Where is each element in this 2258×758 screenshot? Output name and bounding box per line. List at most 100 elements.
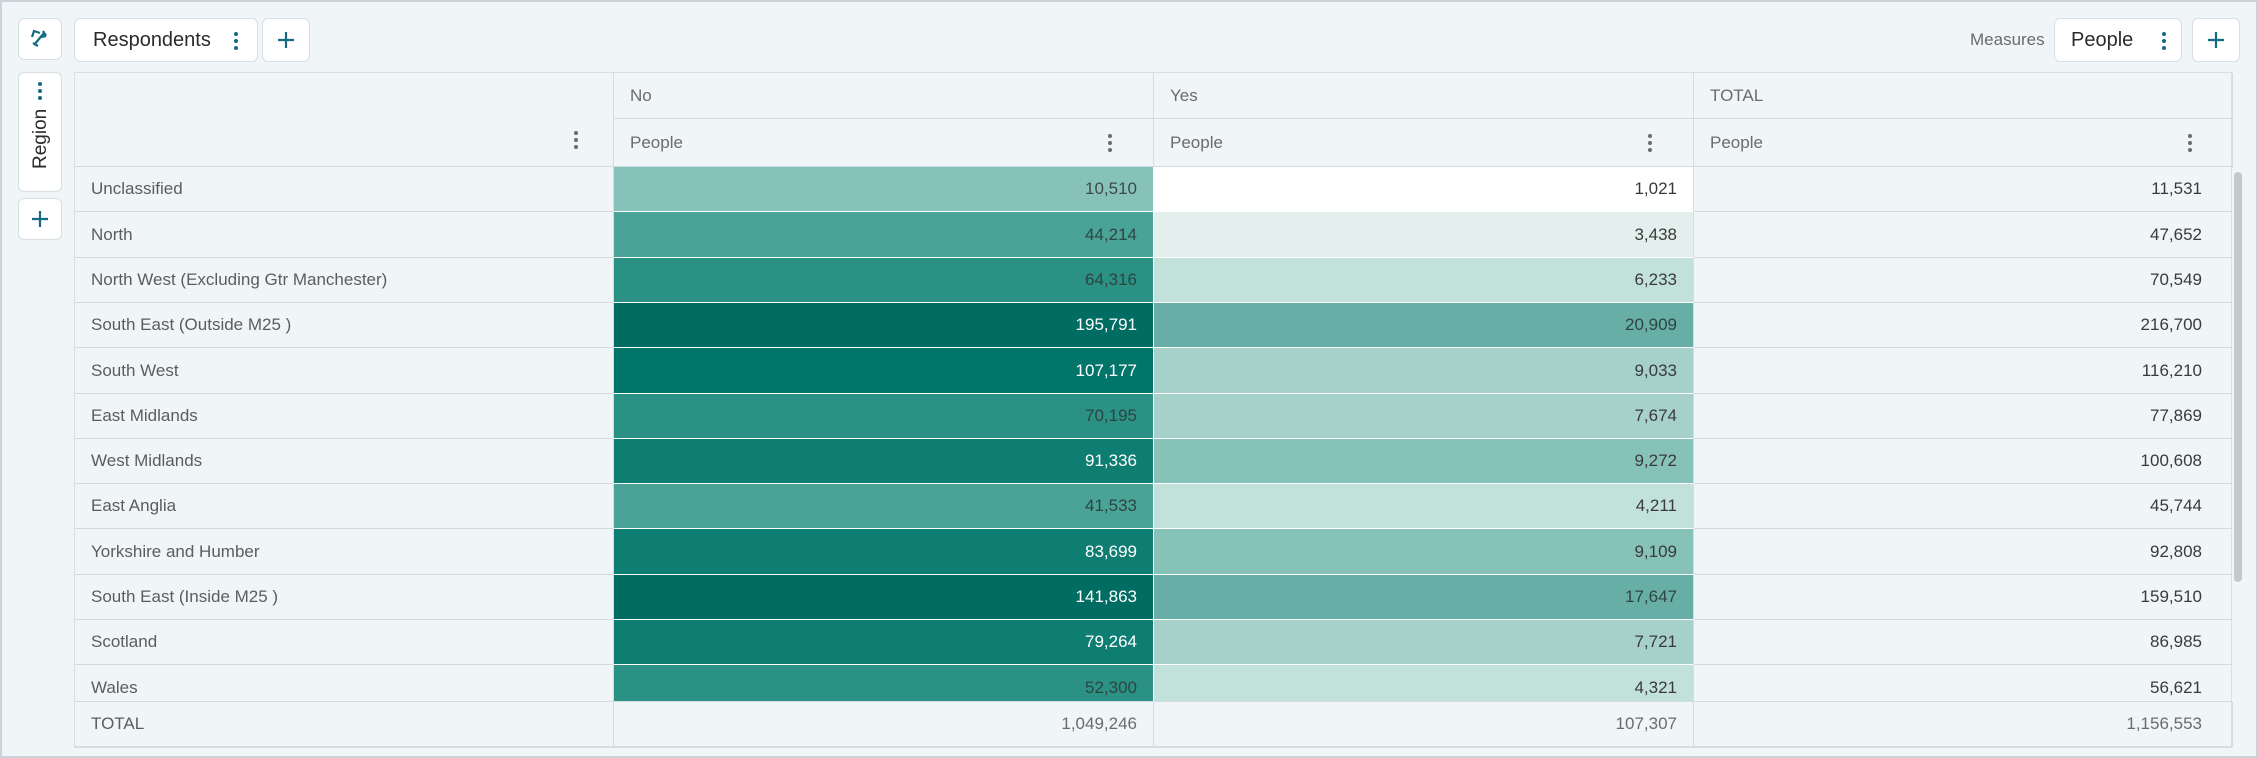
measure-header-label: People <box>630 132 683 152</box>
column-header-no: No <box>614 73 1154 119</box>
measure-header-no: People <box>614 119 1154 167</box>
measure-header-label: People <box>1710 132 1763 152</box>
plus-icon <box>2208 32 2224 48</box>
cell-no-people[interactable]: 79,264 <box>614 620 1154 665</box>
plus-icon <box>32 211 48 227</box>
cell-no-people[interactable]: 52,300 <box>614 665 1154 701</box>
cell-total-people[interactable]: 86,985 <box>1694 620 2233 665</box>
table-row: North West (Excluding Gtr Manchester) 64,… <box>75 258 2233 303</box>
cell-yes-people[interactable]: 20,909 <box>1154 303 1694 348</box>
row-label[interactable]: West Midlands <box>75 439 614 484</box>
cell-yes-people[interactable]: 4,211 <box>1154 484 1694 529</box>
cell-yes-people[interactable]: 1,021 <box>1154 167 1694 212</box>
row-label[interactable]: East Anglia <box>75 484 614 529</box>
measure-header-menu-icon[interactable] <box>1643 133 1657 153</box>
add-measure-button[interactable] <box>2192 18 2240 62</box>
cell-no-people[interactable]: 44,214 <box>614 212 1154 258</box>
rows-dimension-label: Respondents <box>93 28 211 51</box>
rows-dimension-pill[interactable]: Respondents <box>74 18 258 62</box>
table-body: Unclassified 10,510 1,021 11,531 North 44,214… <box>75 167 2233 701</box>
cell-total-people[interactable]: 159,510 <box>1694 575 2233 620</box>
row-label[interactable]: Unclassified <box>75 167 614 212</box>
cell-no-people[interactable]: 195,791 <box>614 303 1154 348</box>
cell-no-people[interactable]: 91,336 <box>614 439 1154 484</box>
region-label: Region <box>30 108 51 169</box>
cell-yes-people[interactable]: 6,233 <box>1154 258 1694 303</box>
cell-yes-people[interactable]: 9,033 <box>1154 348 1694 394</box>
measure-header-menu-icon[interactable] <box>2183 133 2197 153</box>
table-row: Unclassified 10,510 1,021 11,531 <box>75 167 2233 212</box>
totals-value: 107,307 <box>1615 714 1677 733</box>
add-column-dimension-button[interactable] <box>262 18 310 62</box>
plus-icon <box>278 32 294 48</box>
cell-yes-people[interactable]: 9,109 <box>1154 529 1694 575</box>
cell-yes-people[interactable]: 4,321 <box>1154 665 1694 701</box>
table-row: South East (Outside M25 ) 195,791 20,909 21… <box>75 303 2233 348</box>
cell-total-people[interactable]: 47,652 <box>1694 212 2233 258</box>
row-label[interactable]: South West <box>75 348 614 394</box>
table-row: East Anglia 41,533 4,211 45,744 <box>75 484 2233 529</box>
cell-yes-people[interactable]: 17,647 <box>1154 575 1694 620</box>
measures-label: People <box>2071 28 2134 51</box>
cell-no-people[interactable]: 64,316 <box>614 258 1154 303</box>
measure-header-total: People <box>1694 119 2233 167</box>
table-row: South West 107,177 9,033 116,210 <box>75 348 2233 394</box>
cell-total-people[interactable]: 56,621 <box>1694 665 2233 701</box>
add-row-dimension-button[interactable] <box>18 198 62 240</box>
measures-pill[interactable]: People <box>2054 18 2182 62</box>
cell-total-people[interactable]: 92,808 <box>1694 529 2233 575</box>
totals-label-text: TOTAL <box>91 714 145 733</box>
row-label[interactable]: Wales <box>75 665 614 701</box>
totals-value: 1,049,246 <box>1061 714 1137 733</box>
totals-value: 1,156,553 <box>2126 714 2202 733</box>
cell-total-people[interactable]: 100,608 <box>1694 439 2233 484</box>
cell-yes-people[interactable]: 7,674 <box>1154 394 1694 439</box>
cell-no-people[interactable]: 107,177 <box>614 348 1154 394</box>
measures-menu-icon[interactable] <box>2157 31 2171 51</box>
cell-no-people[interactable]: 141,863 <box>614 575 1154 620</box>
row-label[interactable]: North West (Excluding Gtr Manchester) <box>75 258 614 303</box>
cell-no-people[interactable]: 83,699 <box>614 529 1154 575</box>
cell-no-people[interactable]: 41,533 <box>614 484 1154 529</box>
totals-cell-total: 1,156,553 <box>1694 701 2233 747</box>
row-label[interactable]: East Midlands <box>75 394 614 439</box>
swap-arrows-icon <box>30 29 47 47</box>
swap-axes-button[interactable] <box>18 18 62 60</box>
row-header-menu-icon[interactable] <box>569 130 583 150</box>
region-dimension-pill[interactable]: Region <box>18 72 62 192</box>
row-label[interactable]: North <box>75 212 614 258</box>
cell-total-people[interactable]: 45,744 <box>1694 484 2233 529</box>
totals-cell-yes: 107,307 <box>1154 701 1694 747</box>
cell-total-people[interactable]: 216,700 <box>1694 303 2233 348</box>
cell-total-people[interactable]: 116,210 <box>1694 348 2233 394</box>
row-label[interactable]: Scotland <box>75 620 614 665</box>
measures-caption: Measures <box>1970 30 2045 49</box>
table-row: Wales 52,300 4,321 56,621 <box>75 665 2233 701</box>
table-row: East Midlands 70,195 7,674 77,869 <box>75 394 2233 439</box>
vertical-scrollbar-thumb[interactable] <box>2234 172 2242 582</box>
pivot-table: No Yes TOTAL People People People Unclas… <box>74 72 2233 748</box>
cell-no-people[interactable]: 70,195 <box>614 394 1154 439</box>
cell-yes-people[interactable]: 9,272 <box>1154 439 1694 484</box>
cell-yes-people[interactable]: 3,438 <box>1154 212 1694 258</box>
region-menu-icon[interactable] <box>33 81 47 101</box>
row-label[interactable]: Yorkshire and Humber <box>75 529 614 575</box>
cell-total-people[interactable]: 77,869 <box>1694 394 2233 439</box>
column-header-yes: Yes <box>1154 73 1694 119</box>
table-row: Yorkshire and Humber 83,699 9,109 92,808 <box>75 529 2233 575</box>
table-row: Scotland 79,264 7,721 86,985 <box>75 620 2233 665</box>
rows-dimension-menu-icon[interactable] <box>229 31 243 51</box>
measure-header-label: People <box>1170 132 1223 152</box>
totals-row-label: TOTAL <box>75 701 614 747</box>
cell-yes-people[interactable]: 7,721 <box>1154 620 1694 665</box>
measure-header-menu-icon[interactable] <box>1103 133 1117 153</box>
row-label[interactable]: South East (Inside M25 ) <box>75 575 614 620</box>
cell-no-people[interactable]: 10,510 <box>614 167 1154 212</box>
column-header-label: Yes <box>1170 85 1198 105</box>
table-row: West Midlands 91,336 9,272 100,608 <box>75 439 2233 484</box>
column-header-label: No <box>630 85 652 105</box>
cell-total-people[interactable]: 70,549 <box>1694 258 2233 303</box>
cell-total-people[interactable]: 11,531 <box>1694 167 2233 212</box>
table-row: South East (Inside M25 ) 141,863 17,647 159… <box>75 575 2233 620</box>
row-label[interactable]: South East (Outside M25 ) <box>75 303 614 348</box>
